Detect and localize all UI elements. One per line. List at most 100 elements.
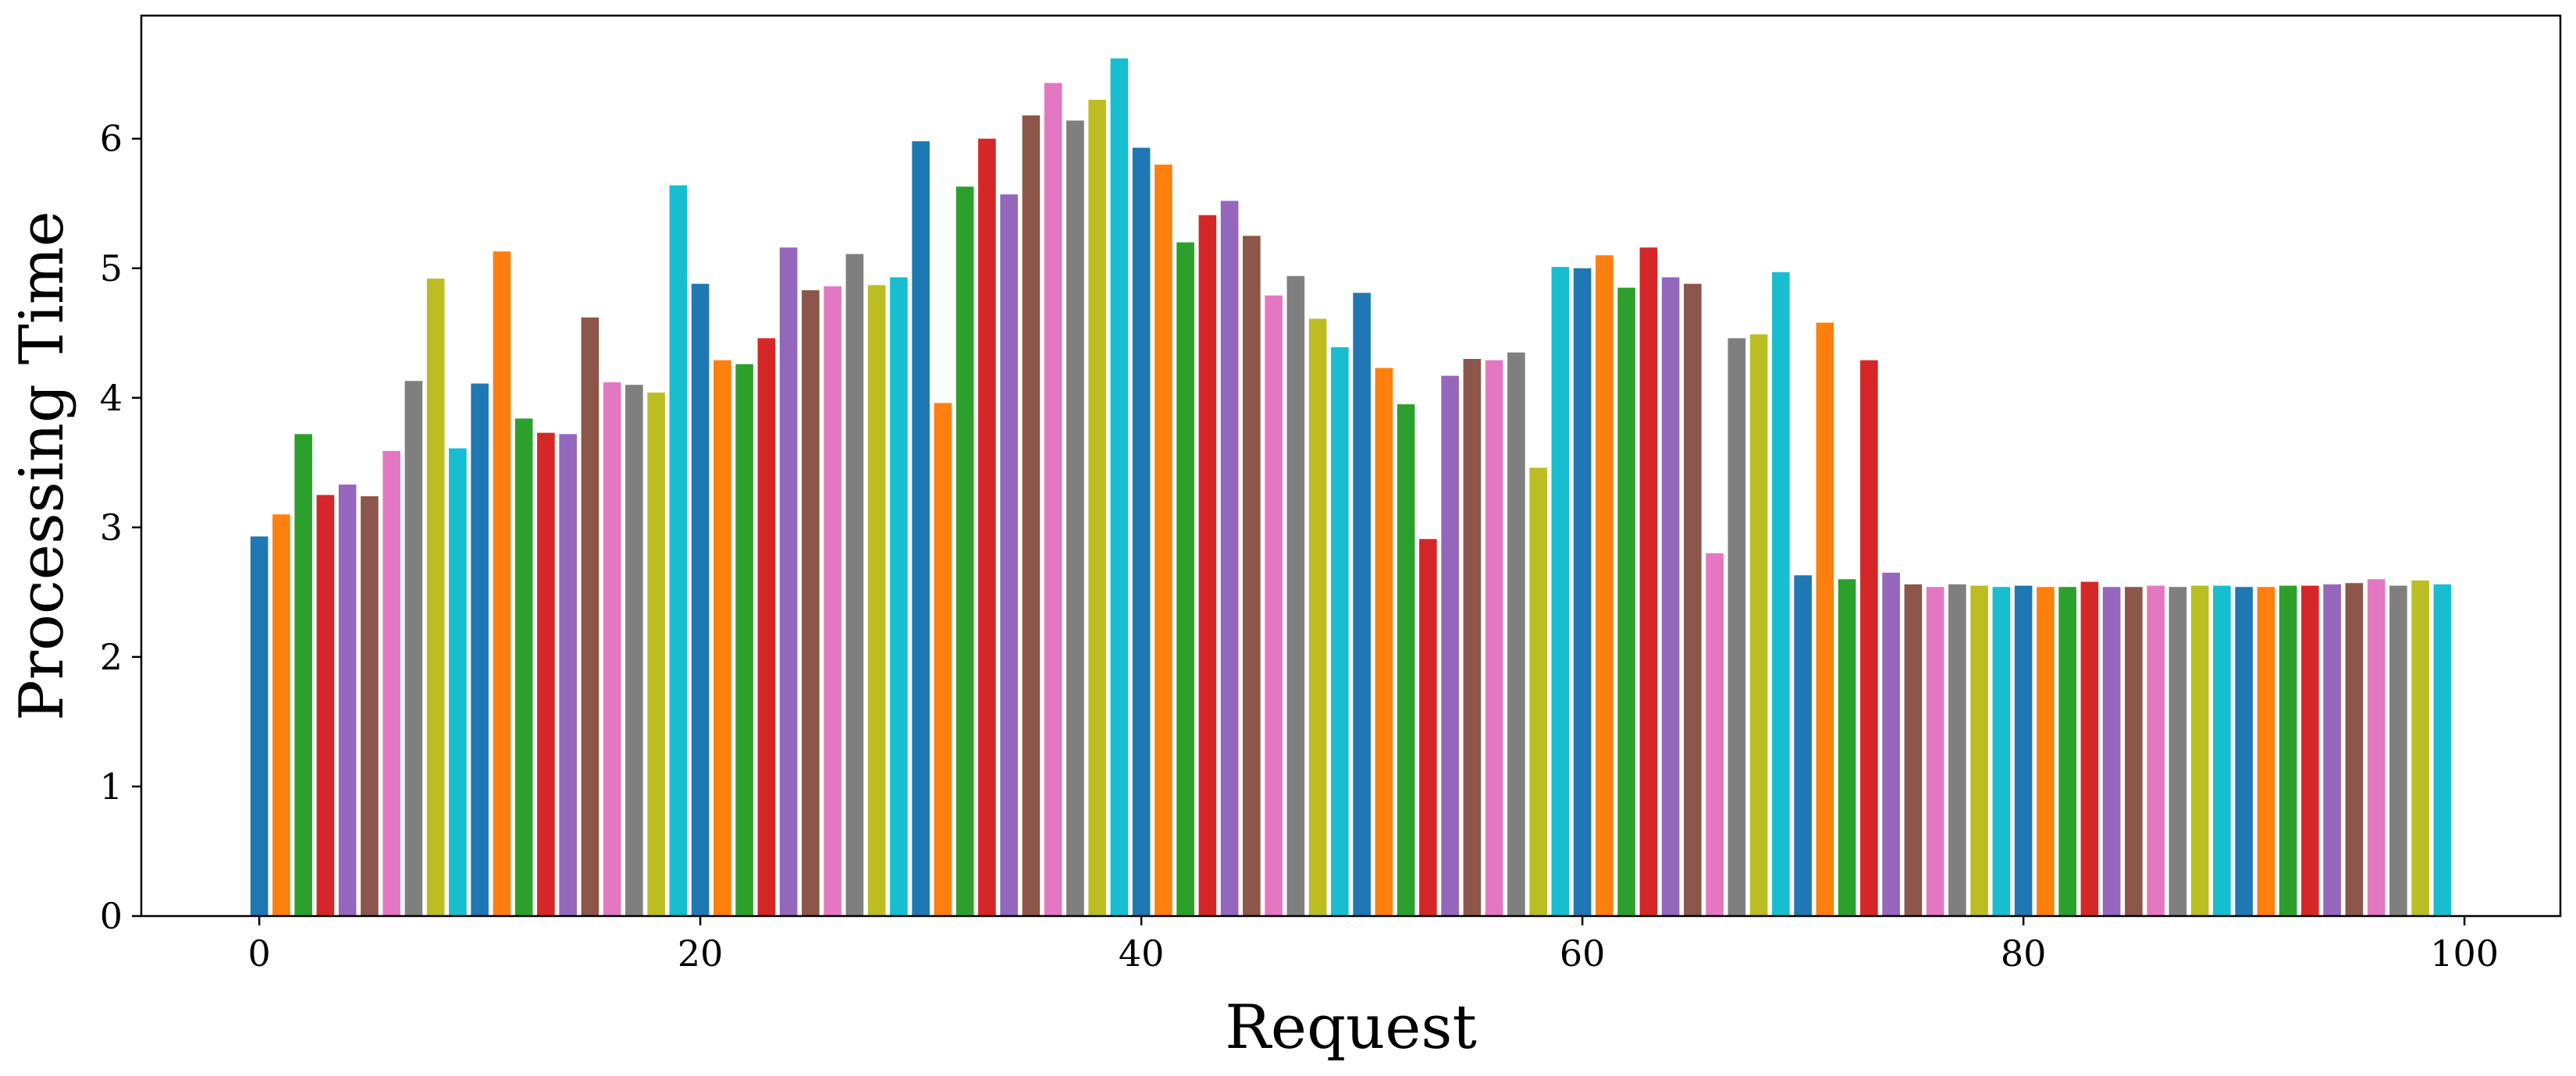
y-tick-label: 5 — [100, 247, 123, 289]
bar-request-75 — [1904, 584, 1923, 916]
bar-request-37 — [1066, 120, 1084, 916]
bar-request-15 — [581, 317, 600, 916]
bar-request-7 — [404, 381, 423, 917]
x-tick-label: 80 — [2001, 932, 2047, 975]
x-tick-label: 100 — [2430, 932, 2499, 975]
bar-request-6 — [382, 450, 400, 916]
bar-request-35 — [1022, 115, 1041, 916]
bar-request-60 — [1573, 268, 1592, 916]
bar-request-31 — [934, 403, 952, 916]
bar-request-57 — [1507, 352, 1525, 916]
bar-request-84 — [2102, 587, 2121, 916]
x-tick-label: 0 — [247, 932, 270, 975]
bar-request-2 — [294, 434, 312, 916]
bar-request-20 — [691, 283, 710, 916]
bar-request-36 — [1044, 83, 1062, 917]
bar-request-90 — [2235, 587, 2253, 916]
bar-request-82 — [2058, 587, 2076, 916]
bar-request-63 — [1639, 247, 1658, 916]
bar-request-5 — [361, 496, 379, 916]
bar-request-86 — [2147, 585, 2165, 916]
bar-request-19 — [669, 185, 688, 916]
bar-request-23 — [757, 338, 776, 916]
bar-request-40 — [1132, 147, 1151, 917]
bar-request-68 — [1749, 334, 1768, 916]
bar-request-32 — [955, 186, 974, 916]
bar-request-10 — [471, 383, 489, 916]
bar-request-14 — [559, 434, 577, 916]
bar-request-67 — [1727, 338, 1746, 916]
bar-request-66 — [1706, 553, 1724, 916]
bar-request-44 — [1220, 201, 1239, 916]
bar-request-92 — [2279, 585, 2297, 916]
bar-request-80 — [2014, 585, 2033, 916]
bar-request-3 — [316, 495, 335, 916]
bar-request-88 — [2190, 585, 2209, 916]
bar-request-85 — [2125, 587, 2143, 916]
bar-request-54 — [1441, 375, 1459, 917]
bar-request-91 — [2257, 587, 2275, 916]
bar-request-89 — [2213, 585, 2231, 916]
bar-request-59 — [1551, 267, 1570, 916]
bar-request-22 — [735, 364, 753, 916]
bar-request-46 — [1265, 295, 1283, 917]
bar-request-93 — [2301, 585, 2319, 916]
bar-request-55 — [1463, 359, 1482, 916]
x-tick-label: 20 — [678, 932, 724, 975]
bar-request-4 — [338, 485, 357, 916]
bar-request-42 — [1176, 242, 1194, 916]
bar-request-47 — [1286, 275, 1305, 916]
bar-request-28 — [867, 285, 886, 917]
bar-request-76 — [1926, 587, 1944, 916]
bar-request-65 — [1684, 283, 1702, 916]
bar-request-26 — [824, 286, 841, 916]
bar-request-16 — [603, 382, 621, 916]
bar-request-39 — [1110, 58, 1129, 917]
bar-request-8 — [426, 279, 445, 916]
bar-request-71 — [1816, 322, 1834, 916]
bar-request-24 — [779, 247, 798, 916]
x-axis: 0 20 40 60 80 100 — [247, 916, 2499, 975]
bar-request-33 — [978, 138, 996, 916]
bar-request-17 — [625, 385, 643, 916]
bar-request-64 — [1661, 277, 1680, 916]
bar-request-11 — [493, 251, 511, 916]
y-tick-label: 1 — [100, 765, 123, 808]
bar-request-0 — [250, 536, 269, 916]
y-tick-label: 4 — [100, 377, 123, 419]
bar-request-21 — [713, 360, 731, 917]
x-tick-label: 60 — [1560, 932, 1606, 975]
bar-request-18 — [647, 392, 665, 916]
bar-request-41 — [1155, 164, 1172, 916]
bar-request-62 — [1617, 287, 1635, 916]
x-tick-label: 40 — [1119, 932, 1165, 975]
bar-request-98 — [2411, 580, 2429, 916]
y-axis-title: Processing Time — [7, 211, 77, 721]
bar-request-51 — [1375, 368, 1393, 916]
bar-request-48 — [1308, 318, 1327, 916]
bars-layer — [250, 58, 2452, 917]
bar-request-27 — [845, 254, 864, 916]
bar-request-78 — [1970, 585, 1988, 916]
bar-request-29 — [890, 277, 908, 916]
bar-request-12 — [514, 418, 533, 916]
bar-request-9 — [449, 448, 467, 916]
bar-request-70 — [1794, 575, 1812, 916]
bar-request-58 — [1529, 467, 1547, 916]
bar-request-13 — [537, 432, 555, 916]
bar-request-95 — [2345, 583, 2364, 916]
bar-request-79 — [1992, 587, 2011, 916]
y-tick-label: 0 — [100, 895, 123, 937]
y-axis: 0 1 2 3 4 5 6 — [100, 118, 141, 937]
bar-request-87 — [2169, 587, 2187, 916]
bar-request-45 — [1243, 236, 1261, 916]
bar-request-49 — [1331, 347, 1349, 916]
bar-request-96 — [2367, 579, 2386, 916]
bar-request-56 — [1485, 360, 1503, 917]
bar-request-83 — [2080, 581, 2099, 916]
bar-request-61 — [1596, 255, 1614, 916]
bar-request-34 — [1000, 194, 1018, 916]
bar-request-94 — [2323, 584, 2341, 916]
